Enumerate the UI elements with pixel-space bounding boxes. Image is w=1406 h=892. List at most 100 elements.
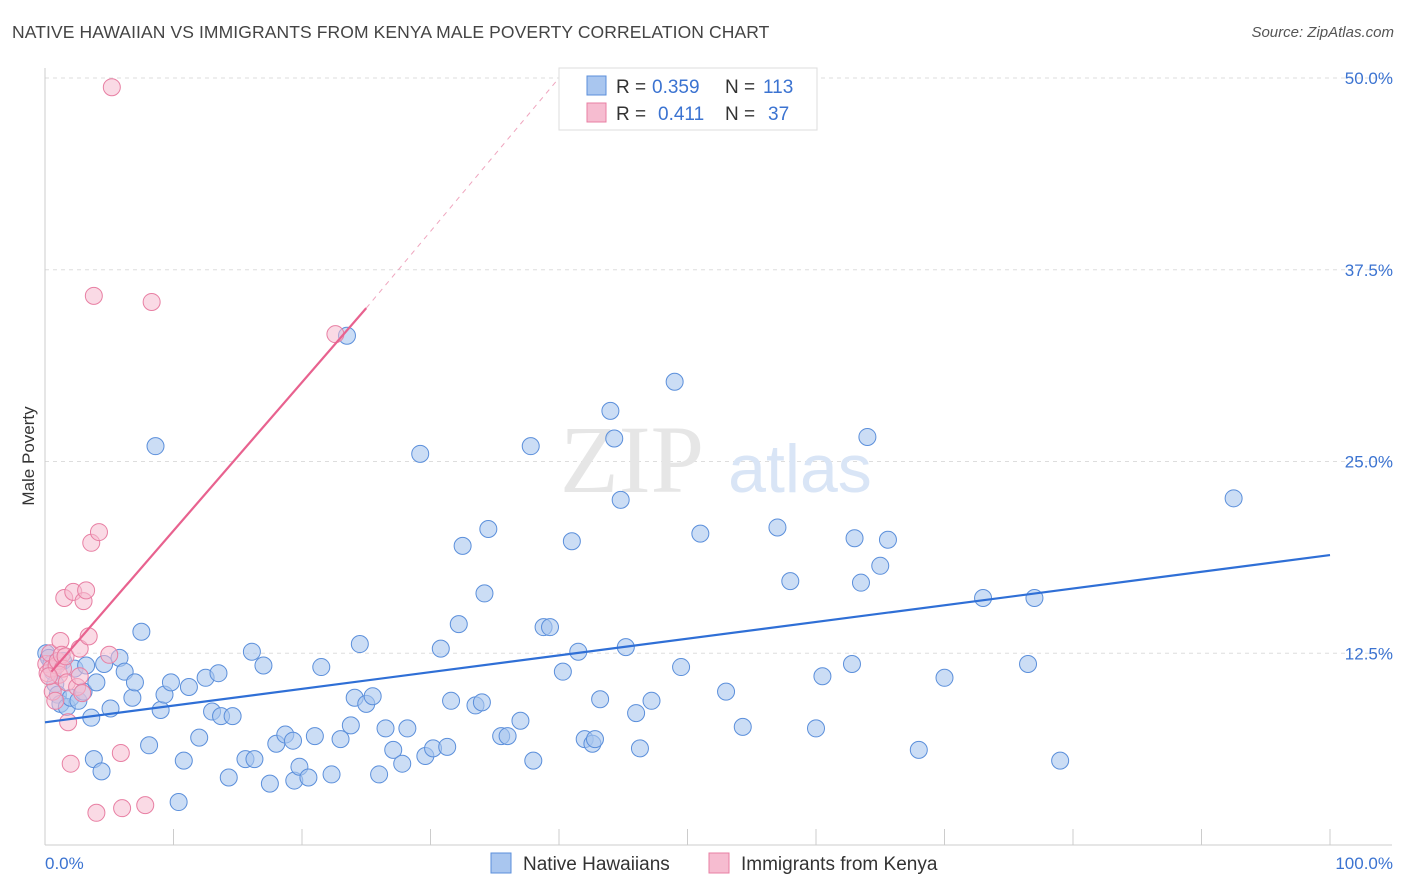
point-native-hawaiians xyxy=(393,754,412,773)
point-immigrants-kenya xyxy=(77,581,96,600)
series-immigrants-kenya xyxy=(37,78,345,822)
point-native-hawaiians xyxy=(472,693,491,712)
point-immigrants-kenya xyxy=(111,743,130,762)
source-note: Source: ZipAtlas.com xyxy=(1251,24,1394,41)
point-native-hawaiians xyxy=(87,673,106,692)
point-native-hawaiians xyxy=(691,524,710,543)
point-native-hawaiians xyxy=(601,401,620,420)
point-native-hawaiians xyxy=(123,688,142,707)
legend-n-label: N = xyxy=(725,104,755,125)
point-native-hawaiians xyxy=(146,437,165,456)
point-native-hawaiians xyxy=(878,530,897,549)
legend-n-value: 37 xyxy=(768,104,789,125)
trend-extension-immigrants-kenya xyxy=(365,77,560,309)
point-native-hawaiians xyxy=(92,762,111,781)
point-immigrants-kenya xyxy=(84,286,103,305)
point-native-hawaiians xyxy=(331,730,350,749)
y-tick-label: 12.5% xyxy=(1345,644,1393,663)
point-native-hawaiians xyxy=(781,572,800,591)
bottom-legend-label: Immigrants from Kenya xyxy=(741,854,938,875)
point-native-hawaiians xyxy=(842,654,861,673)
legend-n-value: 113 xyxy=(763,77,793,98)
y-tick-label: 25.0% xyxy=(1345,453,1393,472)
point-immigrants-kenya xyxy=(113,799,132,818)
point-native-hawaiians xyxy=(242,642,261,661)
point-native-hawaiians xyxy=(442,691,461,710)
tick-labels: 12.5% 25.0% 37.5% 50.0% 0.0% 100.0% xyxy=(45,69,1393,873)
point-native-hawaiians xyxy=(431,639,450,658)
point-native-hawaiians xyxy=(585,730,604,749)
axes xyxy=(44,68,1392,846)
point-native-hawaiians xyxy=(768,518,787,537)
legend-swatch-pink xyxy=(586,102,607,123)
y-axis-label: Male Poverty xyxy=(19,406,38,506)
point-native-hawaiians xyxy=(858,427,877,446)
point-native-hawaiians xyxy=(260,774,279,793)
point-immigrants-kenya xyxy=(87,803,106,822)
point-immigrants-kenya xyxy=(100,645,119,664)
legend-n-label: N = xyxy=(725,77,755,98)
legend-r-value: 0.359 xyxy=(652,77,700,98)
point-native-hawaiians xyxy=(851,573,870,592)
point-native-hawaiians xyxy=(845,529,864,548)
y-tick-label: 37.5% xyxy=(1345,261,1393,280)
point-native-hawaiians xyxy=(209,664,228,683)
point-native-hawaiians xyxy=(974,589,993,608)
point-immigrants-kenya xyxy=(102,78,121,97)
y-tick-label: 50.0% xyxy=(1345,69,1393,88)
point-native-hawaiians xyxy=(169,793,188,812)
bottom-legend-swatch-pink xyxy=(708,852,730,874)
bottom-legend-swatch-blue xyxy=(490,852,512,874)
point-immigrants-kenya xyxy=(39,667,58,686)
chart-title: NATIVE HAWAIIAN VS IMMIGRANTS FROM KENYA… xyxy=(12,22,770,42)
point-native-hawaiians xyxy=(511,711,530,730)
point-native-hawaiians xyxy=(524,751,543,770)
point-immigrants-kenya xyxy=(73,684,92,703)
point-native-hawaiians xyxy=(479,519,498,538)
point-native-hawaiians xyxy=(370,765,389,784)
point-native-hawaiians xyxy=(284,731,303,750)
point-native-hawaiians xyxy=(125,673,144,692)
point-native-hawaiians xyxy=(312,658,331,677)
trend-line-native-hawaiians xyxy=(44,553,1331,724)
point-native-hawaiians xyxy=(1224,489,1243,508)
point-native-hawaiians xyxy=(909,740,928,759)
bottom-legend-label: Native Hawaiians xyxy=(523,854,670,875)
point-native-hawaiians xyxy=(376,719,395,738)
point-native-hawaiians xyxy=(630,739,649,758)
series-native-hawaiians xyxy=(37,326,1243,812)
point-native-hawaiians xyxy=(591,690,610,709)
point-native-hawaiians xyxy=(642,691,661,710)
point-native-hawaiians xyxy=(733,717,752,736)
point-native-hawaiians xyxy=(453,536,472,555)
point-native-hawaiians xyxy=(219,768,238,787)
watermark: ZIP atlas xyxy=(560,406,872,513)
point-native-hawaiians xyxy=(935,668,954,687)
point-native-hawaiians xyxy=(553,662,572,681)
legend-swatch-blue xyxy=(586,75,607,96)
point-native-hawaiians xyxy=(541,618,560,637)
point-native-hawaiians xyxy=(475,584,494,603)
watermark-atlas: atlas xyxy=(728,431,872,507)
legend-r-label: R = xyxy=(616,77,646,98)
point-native-hawaiians xyxy=(140,736,159,755)
point-native-hawaiians xyxy=(299,768,318,787)
point-immigrants-kenya xyxy=(89,523,108,542)
point-native-hawaiians xyxy=(807,719,825,738)
point-native-hawaiians xyxy=(627,704,646,723)
point-native-hawaiians xyxy=(449,615,468,634)
point-native-hawaiians xyxy=(322,765,341,784)
point-native-hawaiians xyxy=(611,490,630,509)
point-native-hawaiians xyxy=(363,687,382,706)
point-native-hawaiians xyxy=(1019,654,1038,673)
point-native-hawaiians xyxy=(174,751,193,770)
point-native-hawaiians xyxy=(341,716,360,735)
x-tick-label: 100.0% xyxy=(1335,854,1393,873)
point-native-hawaiians xyxy=(813,667,832,686)
point-native-hawaiians xyxy=(305,727,324,746)
point-native-hawaiians xyxy=(223,707,242,726)
point-native-hawaiians xyxy=(498,727,517,746)
point-native-hawaiians xyxy=(151,701,170,720)
point-native-hawaiians xyxy=(132,622,151,641)
